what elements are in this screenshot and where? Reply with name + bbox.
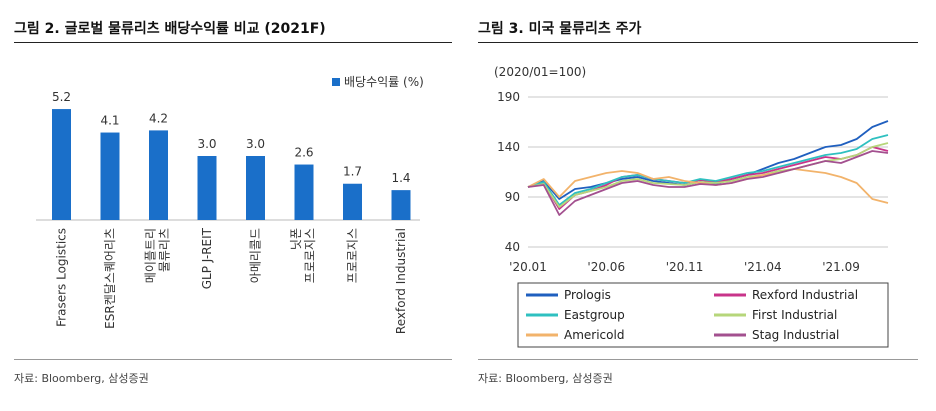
x-tick-label: '20.11 xyxy=(666,260,704,274)
bar xyxy=(391,190,411,220)
bar-category-label: 닛폰 xyxy=(289,228,303,250)
bar xyxy=(246,156,265,220)
legend-label: Prologis xyxy=(564,288,611,302)
bar-legend-label: 배당수익률 (%) xyxy=(344,75,424,89)
bar xyxy=(197,156,217,220)
y-tick-label: 40 xyxy=(505,240,520,254)
bar xyxy=(149,130,168,220)
bar-chart: 5.2 Frasers Logistics 4.1 ESR켄달스퀘어리츠 4.2 메이플트… xyxy=(36,75,424,334)
bar-category-label: ESR켄달스퀘어리츠 xyxy=(103,228,117,329)
bar-category-label: 메이플트리 xyxy=(144,228,158,283)
bar-category-label: 프로로지스 xyxy=(346,228,360,283)
bar-category-label: 물류리츠 xyxy=(158,228,172,272)
bar-value-label: 1.4 xyxy=(391,171,410,185)
right-source-note: 자료: Bloomberg, 삼성증권 xyxy=(478,372,613,385)
bar-value-label: 4.2 xyxy=(149,111,168,125)
bar-value-label: 5.2 xyxy=(52,90,71,104)
y-tick-label: 190 xyxy=(497,90,520,104)
legend-label: Americold xyxy=(564,328,624,342)
bar-value-label: 1.7 xyxy=(343,165,362,179)
bar-legend-swatch xyxy=(332,78,340,86)
bar-value-label: 4.1 xyxy=(100,114,119,128)
bar-category-label: 아메리콜드 xyxy=(249,228,263,283)
bar xyxy=(294,164,314,220)
legend-label: Eastgroup xyxy=(564,308,625,322)
bar-category-label: Frasers Logistics xyxy=(55,228,69,327)
bar-value-label: 3.0 xyxy=(197,137,216,151)
bar xyxy=(52,109,71,220)
series-line xyxy=(527,134,889,206)
right-chart-title: 그림 3. 미국 물류리츠 주가 xyxy=(478,21,642,37)
bar-value-label: 3.0 xyxy=(246,137,265,151)
series-line xyxy=(527,146,889,210)
line-y-axis-label: (2020/01=100) xyxy=(494,65,586,79)
x-tick-label: '21.09 xyxy=(822,260,860,274)
legend-label: Rexford Industrial xyxy=(752,288,858,302)
bar-category-label: GLP J-REIT xyxy=(200,227,214,289)
right-title-rule xyxy=(478,42,918,43)
bar-value-label: 2.6 xyxy=(294,146,313,160)
x-tick-label: '21.04 xyxy=(744,260,782,274)
series-line xyxy=(527,150,889,216)
left-chart-title: 그림 2. 글로벌 물류리츠 배당수익률 비교 (2021F) xyxy=(14,21,326,37)
bar xyxy=(343,183,362,220)
legend-label: Stag Industrial xyxy=(752,328,839,342)
left-title-rule xyxy=(14,42,452,43)
line-chart: (2020/01=100) 40 90 140 190 '20.01 '20.06 '20.1… xyxy=(494,65,889,348)
bar xyxy=(100,132,120,220)
y-tick-label: 140 xyxy=(497,140,520,154)
legend-label: First Industrial xyxy=(752,308,837,322)
right-bottom-rule xyxy=(478,359,918,360)
bar-category-label: 프로로지스 xyxy=(303,228,317,283)
bar-category-label: Rexford Industrial xyxy=(394,228,408,334)
line-legend-box xyxy=(517,282,889,348)
y-tick-label: 90 xyxy=(505,190,520,204)
left-source-note: 자료: Bloomberg, 삼성증권 xyxy=(14,372,149,385)
left-bottom-rule xyxy=(14,359,452,360)
x-tick-label: '20.01 xyxy=(509,260,547,274)
x-tick-label: '20.06 xyxy=(587,260,625,274)
